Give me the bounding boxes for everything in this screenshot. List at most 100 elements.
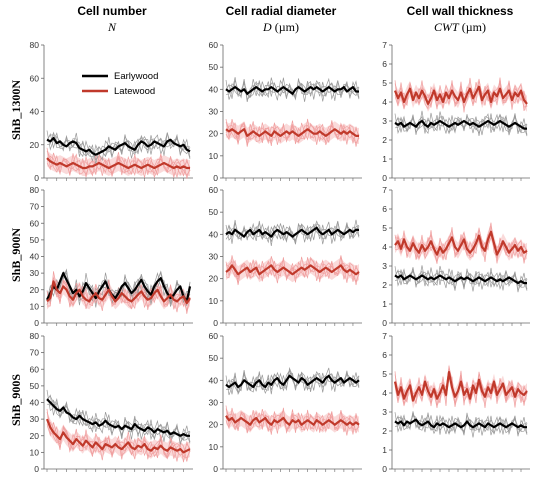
y-tick-label: 7 — [382, 40, 387, 50]
panel-shb-1300n-d: 0 10 20 30 40 50 60 — [209, 40, 362, 183]
y-tick-label: 30 — [209, 252, 219, 262]
panel-shb-900n-cwt: 0 1 2 3 4 5 6 7 — [382, 185, 530, 328]
y-tick-label: 0 — [382, 173, 387, 183]
y-tick-label: 20 — [30, 431, 40, 441]
y-tick-label: 1 — [382, 299, 387, 309]
y-tick-label: 10 — [209, 442, 219, 452]
y-tick-label: 30 — [209, 107, 219, 117]
y-tick-label: 40 — [30, 107, 40, 117]
latewood-tree-line — [225, 255, 360, 286]
y-tick-label: 4 — [382, 242, 387, 252]
y-tick-label: 30 — [30, 268, 40, 278]
col-subtitle-cell-radial-diameter: D (µm) — [262, 20, 299, 34]
latewood-tree-line — [225, 407, 360, 436]
panel-shb-1300n-cwt: 0 1 2 3 4 5 6 7 — [382, 40, 530, 183]
earlywood-series-line — [46, 272, 192, 303]
y-tick-label: 2 — [382, 135, 387, 145]
y-tick-label: 60 — [30, 73, 40, 83]
latewood-series-line — [394, 230, 528, 256]
earlywood-tree-line — [46, 132, 191, 165]
latewood-tree-line — [394, 367, 528, 408]
latewood-tree-line — [225, 255, 360, 285]
y-tick-label: 0 — [213, 464, 218, 474]
y-tick-label: 40 — [209, 229, 219, 239]
col-subtitle-cell-wall-thickness: CWT (µm) — [434, 20, 486, 34]
y-tick-label: 10 — [209, 296, 219, 306]
y-tick-label: 80 — [30, 185, 40, 195]
y-tick-label: 10 — [30, 301, 40, 311]
y-tick-label: 50 — [209, 62, 219, 72]
latewood-tree-line — [394, 77, 528, 112]
y-tick-label: 0 — [34, 464, 39, 474]
y-tick-label: 70 — [30, 348, 40, 358]
latewood-series-line — [225, 415, 360, 426]
y-tick-label: 3 — [382, 261, 387, 271]
y-tick-label: 5 — [382, 369, 387, 379]
y-tick-label: 60 — [209, 331, 219, 341]
panel-shb-900s-d: 0 10 20 30 40 50 60 — [209, 331, 362, 474]
y-tick-label: 60 — [209, 185, 219, 195]
earlywood-series-line — [46, 398, 190, 437]
y-tick-label: 50 — [209, 353, 219, 363]
y-tick-label: 3 — [382, 407, 387, 417]
y-tick-label: 0 — [382, 318, 387, 328]
earlywood-tree-line — [394, 113, 528, 137]
y-tick-label: 10 — [30, 447, 40, 457]
y-tick-label: 60 — [209, 40, 219, 50]
legend: Earlywood Latewood — [82, 71, 158, 97]
y-tick-label: 6 — [382, 59, 387, 69]
y-tick-label: 40 — [209, 84, 219, 94]
y-tick-label: 0 — [213, 318, 218, 328]
y-tick-label: 3 — [382, 116, 387, 126]
y-tick-label: 1 — [382, 154, 387, 164]
earlywood-series-line — [394, 418, 527, 429]
latewood-tree-line — [46, 422, 191, 462]
y-tick-label: 5 — [382, 78, 387, 88]
chart-panels: 0204060800102030405060012345670102030405… — [30, 40, 530, 474]
latewood-tree-line — [394, 225, 528, 264]
y-tick-label: 4 — [382, 97, 387, 107]
y-tick-label: 30 — [209, 398, 219, 408]
y-tick-label: 7 — [382, 185, 387, 195]
latewood-series-line — [393, 85, 528, 106]
y-tick-label: 80 — [30, 331, 40, 341]
y-tick-label: 20 — [30, 140, 40, 150]
earlywood-series-line — [46, 137, 191, 156]
row-label-shb-1300n: ShB_1300N — [9, 80, 23, 140]
col-title-cell-number: Cell number — [77, 4, 147, 18]
earlywood-tree-line — [394, 411, 528, 438]
y-tick-label: 70 — [30, 202, 40, 212]
column-titles: Cell number N Cell radial diameter D (µm… — [77, 4, 513, 34]
y-tick-label: 2 — [382, 280, 387, 290]
latewood-tree-line — [394, 222, 528, 264]
y-tick-label: 4 — [382, 388, 387, 398]
y-tick-label: 80 — [30, 40, 40, 50]
panel-shb-900s-n: 0 10 20 30 40 50 60 70 80 — [30, 331, 193, 474]
latewood-series-line — [45, 418, 191, 454]
earlywood-tree-line — [225, 220, 360, 247]
latewood-series-line — [393, 371, 528, 402]
earlywood-tree-line — [394, 412, 528, 437]
y-tick-label: 2 — [382, 426, 387, 436]
col-subtitle-cell-number: N — [107, 20, 117, 34]
y-tick-label: 50 — [209, 207, 219, 217]
y-tick-label: 0 — [34, 318, 39, 328]
panel-shb-1300n-n: 0 20 40 60 80 — [30, 40, 193, 183]
y-tick-label: 6 — [382, 204, 387, 214]
latewood-tree-line — [47, 271, 191, 314]
latewood-series-line — [225, 264, 360, 276]
latewood-tree-line — [225, 405, 360, 435]
latewood-series-line — [46, 157, 190, 170]
legend-earlywood-label: Earlywood — [114, 71, 158, 82]
y-tick-label: 5 — [382, 223, 387, 233]
y-tick-label: 0 — [382, 464, 387, 474]
earlywood-series-line — [225, 226, 359, 238]
col-title-cell-wall-thickness: Cell wall thickness — [407, 4, 514, 18]
latewood-series-line — [225, 128, 359, 137]
panel-shb-900n-d: 0 10 20 30 40 50 60 — [209, 185, 362, 328]
y-tick-label: 50 — [30, 381, 40, 391]
y-tick-label: 20 — [209, 420, 219, 430]
y-tick-label: 30 — [30, 414, 40, 424]
y-tick-label: 20 — [209, 129, 219, 139]
